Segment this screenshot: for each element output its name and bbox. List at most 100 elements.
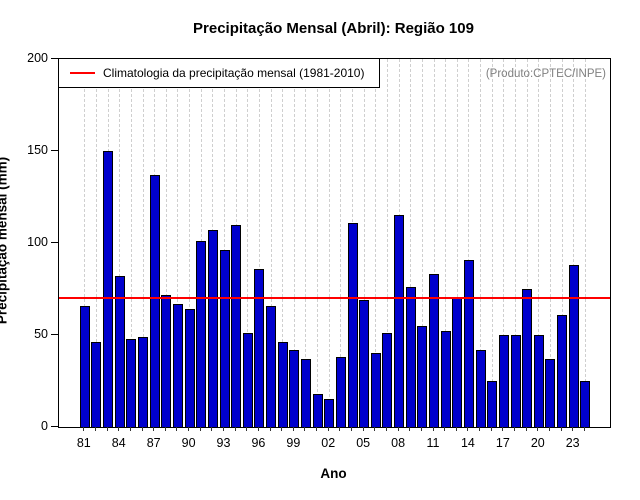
y-tick-0: [51, 425, 58, 427]
gridline-2000: [305, 59, 307, 427]
x-tick-label-1996: 96: [251, 436, 266, 450]
bar-2004: [347, 222, 358, 427]
gridline-2014: [468, 59, 470, 427]
gridline-2018: [515, 59, 516, 427]
x-tick-1991: [199, 427, 201, 431]
bar-2014: [463, 259, 474, 427]
bar-1996: [254, 268, 265, 427]
bar-2009: [405, 287, 416, 427]
gridline-2001: [317, 59, 319, 427]
x-tick-1994: [234, 427, 236, 431]
annotation-produto: (Produto:CPTEC/INPE): [485, 68, 606, 80]
x-tick-1997: [269, 427, 271, 431]
legend-box: Climatologia da precipitação mensal (198…: [58, 58, 380, 88]
x-tick-1990: [188, 427, 190, 431]
bar-2016: [487, 381, 498, 427]
x-tick-label-2017: 17: [495, 436, 510, 450]
x-tick-2003: [339, 427, 341, 431]
x-tick-label-1984: 84: [111, 436, 126, 450]
x-tick-2002: [327, 427, 329, 431]
y-tick-label-50: 50: [34, 327, 48, 341]
bar-1997: [266, 305, 277, 427]
chart-title: Precipitação Mensal (Abril): Região 109: [193, 20, 474, 37]
x-tick-label-2011: 11: [426, 436, 440, 450]
x-tick-1998: [281, 427, 283, 431]
x-tick-label-1993: 93: [216, 436, 231, 450]
x-tick-1993: [223, 427, 224, 431]
x-tick-2008: [397, 427, 399, 431]
x-tick-2024: [583, 427, 585, 431]
gridline-2010: [421, 59, 423, 427]
bar-2000: [300, 358, 311, 427]
gridline-1988: [165, 59, 167, 427]
gridline-2006: [375, 59, 377, 427]
gridline-1996: [258, 59, 260, 427]
bar-2013: [452, 298, 463, 427]
gridline-2005: [363, 59, 365, 427]
bar-2012: [440, 331, 451, 427]
bar-1988: [161, 294, 172, 427]
bar-2007: [382, 333, 393, 427]
bar-1987: [149, 174, 160, 427]
x-tick-2022: [560, 427, 562, 431]
bar-2010: [417, 325, 428, 427]
bar-1998: [277, 342, 288, 427]
x-tick-1986: [141, 427, 143, 431]
x-tick-1999: [292, 427, 294, 431]
bar-2022: [557, 314, 568, 427]
x-tick-2006: [374, 427, 376, 431]
x-tick-2018: [514, 427, 515, 431]
gridline-2022: [561, 59, 563, 427]
x-tick-label-2008: 08: [391, 436, 406, 450]
bar-1984: [114, 276, 125, 427]
x-tick-2021: [548, 427, 550, 431]
bar-2023: [568, 265, 579, 427]
x-tick-label-2020: 20: [530, 436, 545, 450]
bar-2001: [312, 393, 323, 427]
y-tick-50: [51, 333, 58, 335]
x-tick-2007: [385, 427, 387, 431]
bar-2021: [545, 358, 556, 427]
gridline-2016: [491, 59, 493, 427]
bar-2020: [533, 335, 544, 427]
gridline-2020: [538, 59, 540, 427]
x-tick-2011: [432, 427, 434, 431]
gridline-2017: [503, 59, 505, 427]
x-tick-1983: [106, 427, 108, 431]
bar-2003: [335, 357, 346, 427]
x-tick-1995: [246, 427, 248, 431]
gridline-2009: [410, 59, 412, 427]
x-tick-2023: [572, 427, 574, 431]
x-tick-2019: [525, 427, 527, 431]
bar-1986: [138, 336, 149, 427]
x-tick-2001: [316, 427, 318, 431]
x-tick-2009: [409, 427, 411, 431]
gridline-2007: [386, 59, 388, 427]
x-tick-2017: [502, 427, 504, 431]
gridline-2015: [480, 59, 482, 427]
y-axis-title: Precipitação mensal (mm): [0, 156, 10, 325]
gridline-1982: [95, 59, 97, 427]
bar-1999: [289, 349, 300, 427]
gridline-2021: [549, 59, 551, 427]
bar-1994: [231, 224, 242, 427]
x-tick-2000: [304, 427, 306, 431]
bar-2006: [370, 353, 381, 427]
bar-1983: [103, 151, 114, 427]
gridline-2002: [328, 59, 330, 427]
x-tick-1985: [129, 427, 131, 431]
bar-2005: [359, 300, 370, 427]
gridline-1997: [270, 59, 272, 427]
y-tick-label-0: 0: [41, 419, 48, 433]
bar-1985: [126, 338, 137, 427]
y-tick-label-100: 100: [27, 235, 48, 249]
x-tick-1988: [164, 427, 166, 431]
x-tick-label-1981: 81: [76, 436, 91, 450]
gridline-1984: [119, 59, 121, 427]
x-tick-2015: [479, 427, 481, 431]
x-tick-label-1987: 87: [146, 436, 161, 450]
x-tick-2004: [351, 427, 353, 431]
x-tick-2020: [537, 427, 539, 431]
x-tick-label-2014: 14: [460, 436, 475, 450]
x-tick-2016: [490, 427, 492, 431]
